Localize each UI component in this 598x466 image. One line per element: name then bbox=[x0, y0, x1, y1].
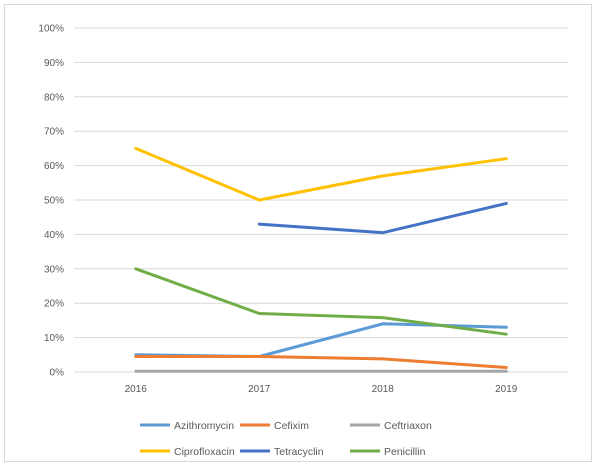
y-tick-label: 100% bbox=[38, 24, 64, 35]
chart-frame bbox=[4, 4, 592, 462]
series-lines bbox=[134, 146, 508, 373]
legend-item: Penicillin bbox=[350, 446, 426, 458]
legend-item: Cefixim bbox=[240, 420, 309, 432]
x-tick-label: 2019 bbox=[495, 384, 518, 395]
legend-item: Tetracyclin bbox=[240, 446, 324, 458]
series-azithromycin bbox=[134, 322, 508, 358]
series-cefixim bbox=[134, 355, 508, 369]
y-tick-label: 50% bbox=[44, 196, 64, 207]
legend-label: Ceftriaxon bbox=[384, 420, 432, 432]
y-axis-ticks: 0% 10% 20% 30% 40% 50% 60% 70% 80% 90% 100% bbox=[38, 24, 64, 379]
legend-item: Azithromycin bbox=[140, 420, 234, 432]
y-tick-label: 20% bbox=[44, 299, 64, 310]
y-tick-label: 80% bbox=[44, 92, 64, 103]
y-tick-label: 90% bbox=[44, 58, 64, 69]
y-tick-label: 0% bbox=[50, 368, 65, 379]
y-tick-label: 30% bbox=[44, 264, 64, 275]
x-tick-label: 2018 bbox=[372, 384, 395, 395]
x-tick-label: 2016 bbox=[125, 384, 148, 395]
y-tick-label: 10% bbox=[44, 333, 64, 344]
y-tick-label: 70% bbox=[44, 127, 64, 138]
series-ciprofloxacin bbox=[134, 146, 508, 202]
series-line bbox=[134, 146, 508, 202]
series-line bbox=[134, 322, 508, 358]
x-axis-ticks: 2016 2017 2018 2019 bbox=[125, 384, 518, 395]
legend-label: Tetracyclin bbox=[274, 446, 324, 458]
legend-label: Cefixim bbox=[274, 420, 309, 432]
series-tetracyclin bbox=[257, 201, 508, 235]
legend-label: Penicillin bbox=[384, 446, 426, 458]
series-penicillin bbox=[134, 267, 508, 336]
y-tick-label: 40% bbox=[44, 230, 64, 241]
gridlines bbox=[74, 27, 568, 373]
y-tick-label: 60% bbox=[44, 161, 64, 172]
legend-label: Azithromycin bbox=[174, 420, 234, 432]
legend-item: Ciprofloxacin bbox=[140, 446, 235, 458]
series-line bbox=[257, 201, 508, 235]
legend-item: Ceftriaxon bbox=[350, 420, 432, 432]
series-line bbox=[134, 267, 508, 336]
series-line bbox=[134, 355, 508, 369]
legend: Azithromycin Cefixim Ceftriaxon Ciprofloxac… bbox=[140, 420, 432, 458]
legend-label: Ciprofloxacin bbox=[174, 446, 235, 458]
x-tick-label: 2017 bbox=[248, 384, 271, 395]
